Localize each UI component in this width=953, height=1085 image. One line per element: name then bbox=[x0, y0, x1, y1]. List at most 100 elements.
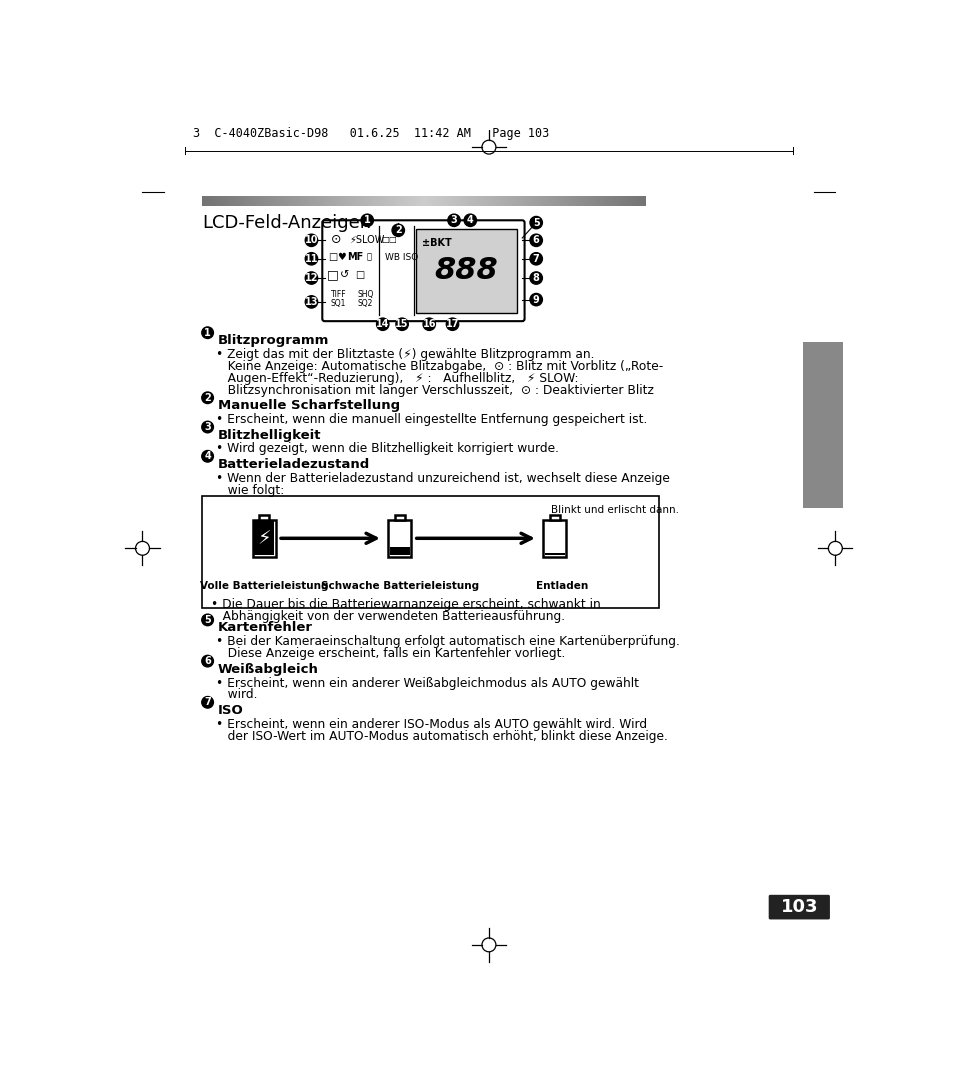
Text: Blitzsynchronisation mit langer Verschlusszeit,  ⊙ : Deaktivierter Blitz: Blitzsynchronisation mit langer Verschlu… bbox=[216, 384, 654, 397]
Text: 4: 4 bbox=[204, 451, 211, 461]
Text: SQ2: SQ2 bbox=[356, 299, 373, 308]
Circle shape bbox=[202, 421, 213, 433]
Text: 8: 8 bbox=[532, 273, 539, 283]
Text: Volle Batterieleistung: Volle Batterieleistung bbox=[200, 582, 328, 591]
Text: □: □ bbox=[326, 268, 338, 281]
Text: 🎤: 🎤 bbox=[366, 253, 371, 261]
Text: 12: 12 bbox=[304, 273, 318, 283]
Bar bbox=[542, 520, 566, 557]
Text: Schwache Batterieleistung: Schwache Batterieleistung bbox=[320, 582, 478, 591]
Text: ±BKT: ±BKT bbox=[422, 238, 452, 247]
Text: Manuelle Scharfstellung: Manuelle Scharfstellung bbox=[217, 399, 399, 412]
Text: 6: 6 bbox=[533, 235, 539, 245]
Text: □□: □□ bbox=[381, 235, 396, 244]
Text: Entladen: Entladen bbox=[536, 582, 588, 591]
Circle shape bbox=[447, 214, 459, 227]
Text: SQ1: SQ1 bbox=[331, 299, 346, 308]
Circle shape bbox=[530, 216, 542, 229]
Text: 888: 888 bbox=[435, 256, 497, 285]
Bar bbox=[395, 515, 404, 520]
Bar bbox=[802, 342, 842, 508]
Text: Kartenfehler: Kartenfehler bbox=[217, 622, 313, 635]
Bar bbox=[549, 515, 559, 520]
Text: TIFF: TIFF bbox=[331, 290, 346, 298]
Circle shape bbox=[360, 214, 373, 227]
Text: 2: 2 bbox=[395, 226, 401, 235]
Text: • Erscheint, wenn die manuell eingestellte Entfernung gespeichert ist.: • Erscheint, wenn die manuell eingestell… bbox=[216, 413, 647, 426]
Text: ⚡SLOW: ⚡SLOW bbox=[349, 234, 384, 244]
Circle shape bbox=[392, 225, 404, 237]
Text: 3: 3 bbox=[204, 422, 211, 432]
FancyBboxPatch shape bbox=[768, 895, 829, 919]
Circle shape bbox=[202, 450, 213, 462]
Circle shape bbox=[202, 697, 213, 709]
Text: 3  C-4040ZBasic-D98   01.6.25  11:42 AM   Page 103: 3 C-4040ZBasic-D98 01.6.25 11:42 AM Page… bbox=[193, 127, 549, 140]
Text: 11: 11 bbox=[304, 254, 318, 264]
Text: 7: 7 bbox=[204, 698, 211, 707]
Circle shape bbox=[202, 614, 213, 626]
Text: • Erscheint, wenn ein anderer Weißabgleichmodus als AUTO gewählt: • Erscheint, wenn ein anderer Weißabglei… bbox=[216, 677, 639, 689]
Text: • Wird gezeigt, wenn die Blitzhelligkeit korrigiert wurde.: • Wird gezeigt, wenn die Blitzhelligkeit… bbox=[216, 443, 558, 456]
FancyBboxPatch shape bbox=[322, 220, 524, 321]
Text: Keine Anzeige: Automatische Blitzabgabe,  ⊙ : Blitz mit Vorblitz („Rote-: Keine Anzeige: Automatische Blitzabgabe,… bbox=[216, 360, 662, 373]
Text: MF: MF bbox=[347, 252, 363, 263]
Text: 16: 16 bbox=[422, 319, 436, 329]
Circle shape bbox=[305, 272, 317, 284]
Bar bbox=[253, 522, 274, 556]
Text: Blitzhelligkeit: Blitzhelligkeit bbox=[217, 429, 321, 442]
Text: 5: 5 bbox=[204, 615, 211, 625]
Text: Diese Anzeige erscheint, falls ein Kartenfehler vorliegt.: Diese Anzeige erscheint, falls ein Karte… bbox=[216, 648, 565, 661]
Text: WB ISO: WB ISO bbox=[385, 253, 417, 261]
Text: Batterieladezustand: Batterieladezustand bbox=[217, 458, 370, 471]
Text: □: □ bbox=[328, 252, 336, 263]
Text: 4: 4 bbox=[466, 215, 474, 226]
Bar bbox=[388, 520, 411, 557]
Text: 2: 2 bbox=[204, 393, 211, 403]
Text: wie folgt:: wie folgt: bbox=[216, 484, 284, 497]
Circle shape bbox=[202, 655, 213, 667]
Bar bbox=[544, 552, 564, 556]
Text: 1: 1 bbox=[204, 328, 211, 337]
Text: SHQ: SHQ bbox=[356, 290, 374, 298]
Text: 3: 3 bbox=[450, 215, 456, 226]
Text: □: □ bbox=[355, 270, 364, 280]
Circle shape bbox=[530, 272, 542, 284]
Text: ISO: ISO bbox=[217, 704, 243, 717]
Text: wird.: wird. bbox=[216, 689, 257, 701]
Text: ⊙: ⊙ bbox=[331, 233, 341, 246]
Text: 13: 13 bbox=[304, 297, 318, 307]
Bar bbox=[390, 547, 410, 556]
Text: 15: 15 bbox=[395, 319, 409, 329]
Circle shape bbox=[530, 253, 542, 265]
Circle shape bbox=[464, 214, 476, 227]
Text: Blinkt und erlischt dann.: Blinkt und erlischt dann. bbox=[550, 506, 679, 515]
Text: 6: 6 bbox=[204, 656, 211, 666]
Bar bbox=[259, 515, 269, 520]
Text: • Bei der Kameraeinschaltung erfolgt automatisch eine Kartenüberprüfung.: • Bei der Kameraeinschaltung erfolgt aut… bbox=[216, 636, 679, 649]
Text: ♥: ♥ bbox=[337, 252, 346, 263]
Circle shape bbox=[202, 392, 213, 404]
Bar bbox=[416, 229, 517, 312]
Text: LCD-Feld-Anzeigen: LCD-Feld-Anzeigen bbox=[202, 214, 371, 232]
Text: • Wenn der Batterieladezustand unzureichend ist, wechselt diese Anzeige: • Wenn der Batterieladezustand unzureich… bbox=[216, 472, 669, 485]
Text: Blitzprogramm: Blitzprogramm bbox=[217, 334, 329, 347]
Text: 14: 14 bbox=[375, 319, 389, 329]
Text: • Die Dauer bis die Batteriewarnanzeige erscheint, schwankt in: • Die Dauer bis die Batteriewarnanzeige … bbox=[212, 598, 600, 611]
Text: 17: 17 bbox=[445, 319, 458, 329]
Text: Weißabgleich: Weißabgleich bbox=[217, 663, 318, 676]
Circle shape bbox=[395, 318, 408, 331]
Circle shape bbox=[305, 296, 317, 308]
Text: 10: 10 bbox=[304, 235, 318, 245]
Circle shape bbox=[446, 318, 458, 331]
Circle shape bbox=[305, 234, 317, 246]
Circle shape bbox=[422, 318, 435, 331]
Circle shape bbox=[305, 253, 317, 265]
Text: Abhängigkeit von der verwendeten Batterieausführung.: Abhängigkeit von der verwendeten Batteri… bbox=[212, 610, 565, 623]
Text: 9: 9 bbox=[533, 295, 539, 305]
Text: 1: 1 bbox=[363, 215, 370, 226]
Circle shape bbox=[530, 293, 542, 306]
Circle shape bbox=[376, 318, 389, 331]
Text: 103: 103 bbox=[780, 898, 818, 916]
Bar bbox=[202, 496, 659, 608]
Text: 5: 5 bbox=[533, 218, 539, 228]
